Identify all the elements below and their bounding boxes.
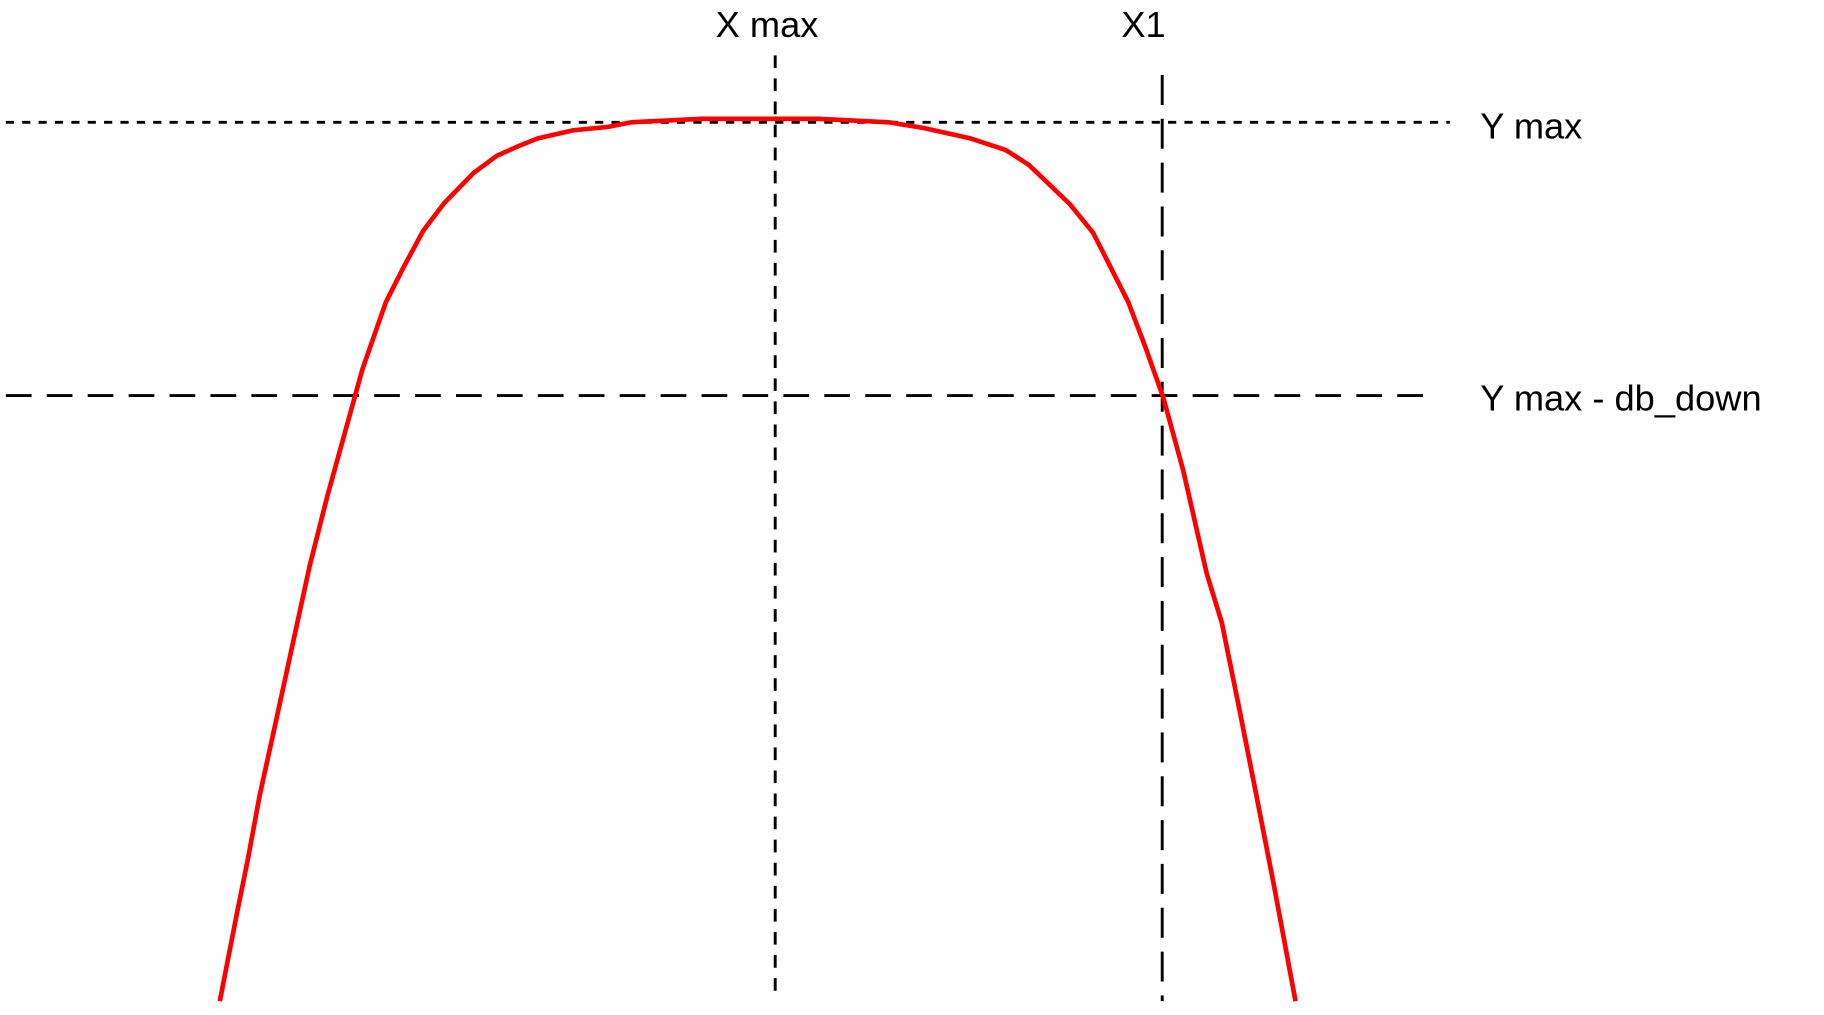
response-curve — [217, 116, 1298, 1002]
y-max-label: Y max — [1480, 106, 1582, 147]
x1-label: X1 — [1121, 4, 1165, 45]
x-max-label: X max — [716, 4, 819, 45]
y-max-db-down-label: Y max - db_down — [1480, 378, 1761, 419]
